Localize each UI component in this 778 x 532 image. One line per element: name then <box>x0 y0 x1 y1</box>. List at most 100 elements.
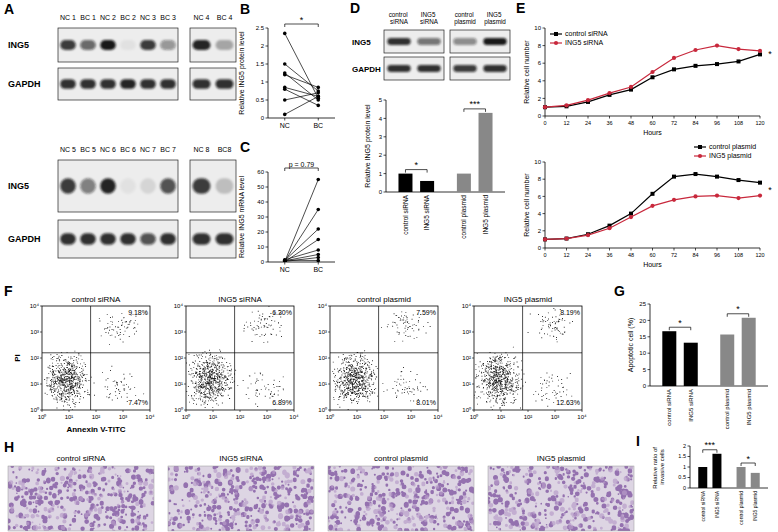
lane-label: NC 7 <box>140 146 156 153</box>
x-tick <box>545 116 546 119</box>
point <box>316 95 320 99</box>
y-tick-label: 0.5 <box>256 97 265 103</box>
bar <box>751 473 760 488</box>
panel-letter: B <box>240 1 250 17</box>
y-tick <box>384 100 387 101</box>
y-tick-label: 10² <box>318 355 327 361</box>
panel-letter: D <box>350 0 360 16</box>
y-tick-label: 10¹ <box>462 381 471 387</box>
blot-frame <box>450 30 510 53</box>
x-tick-label: 96 <box>714 252 720 258</box>
plot-frame <box>330 306 438 410</box>
image-title: ING5 plasmid <box>537 454 585 463</box>
y-tick-label: 25 <box>639 301 646 307</box>
y-tick-label: 8 <box>538 43 542 49</box>
significance-label: * <box>768 49 772 59</box>
text-line: ING5 <box>487 11 503 18</box>
band <box>193 178 211 194</box>
marker <box>694 172 698 176</box>
image-frame <box>488 466 634 531</box>
x-tick-label: 24 <box>585 120 591 126</box>
pair-line <box>285 64 319 91</box>
image-area <box>488 466 634 531</box>
band <box>100 40 116 50</box>
quadrant-percent: 6.89% <box>272 399 292 406</box>
blot-frame <box>58 28 178 62</box>
text-line: plasmid <box>484 18 506 26</box>
image-frame <box>328 466 474 531</box>
blot-frame <box>190 28 236 62</box>
y-tick <box>648 386 651 387</box>
y-tick-label: 10 <box>534 159 541 165</box>
band <box>387 65 410 72</box>
blot-frame <box>190 68 236 100</box>
x-tick-label: 108 <box>734 120 743 126</box>
y-tick-label: 10⁰ <box>30 406 39 413</box>
significance-label: p = 0.79 <box>289 161 315 169</box>
x-tick-label: 10³ <box>551 414 560 420</box>
plot-frame <box>474 306 582 410</box>
x-tick <box>582 410 583 412</box>
y-tick-label: 50 <box>257 184 264 190</box>
x-tick-label: BC <box>313 266 323 273</box>
x-tick-label: BC <box>313 122 323 129</box>
image-area <box>328 466 474 531</box>
marker <box>758 52 762 56</box>
y-tick-label: 10³ <box>174 329 183 335</box>
band <box>453 65 476 72</box>
y-tick <box>266 202 269 203</box>
event-dots <box>474 308 573 410</box>
text-line: plasmid <box>454 18 476 26</box>
y-tick <box>266 217 269 218</box>
y-tick <box>328 306 330 307</box>
marker <box>736 47 740 51</box>
x-tick <box>566 248 567 251</box>
band <box>387 38 410 45</box>
point <box>316 238 320 242</box>
marker <box>651 192 655 196</box>
pair-line <box>285 73 319 100</box>
blot-frame <box>190 160 236 212</box>
panel-letter: C <box>240 139 250 155</box>
blot-frame <box>58 160 178 212</box>
pair-line <box>285 260 319 261</box>
y-tick <box>543 230 546 231</box>
bar <box>398 174 412 192</box>
pair-line <box>285 33 319 98</box>
x-tick <box>545 248 546 251</box>
y-tick-label: 10³ <box>462 329 471 335</box>
marker <box>758 181 762 185</box>
legend-marker <box>698 154 702 158</box>
lane-label: NC 6 <box>100 146 116 153</box>
marker <box>715 62 719 66</box>
panel-letter: E <box>516 0 525 16</box>
point <box>316 259 320 262</box>
y-tick-label: 0 <box>538 113 542 119</box>
x-tick <box>717 248 718 251</box>
stained-cells <box>488 466 634 531</box>
x-tick-label: 10⁴ <box>577 414 587 420</box>
y-tick <box>384 155 387 156</box>
bar <box>457 174 471 192</box>
y-tick <box>543 116 546 117</box>
point <box>283 259 287 262</box>
band <box>120 79 136 89</box>
marker <box>758 49 762 53</box>
y-tick-label: 1.5 <box>256 61 265 67</box>
bar <box>479 113 493 192</box>
y-tick <box>184 384 186 385</box>
text-line: invasive cells <box>659 449 665 484</box>
y-tick <box>384 173 387 174</box>
y-tick-label: 40 <box>257 199 264 205</box>
band <box>160 40 176 50</box>
y-tick <box>328 332 330 333</box>
x-tick-label: ING5 siRNA <box>688 389 694 422</box>
x-tick <box>438 410 439 412</box>
significance-label: * <box>768 185 772 195</box>
x-tick-label: 10² <box>524 414 533 420</box>
pair-line <box>285 240 319 262</box>
x-tick <box>213 410 214 412</box>
y-tick-label: 20 <box>257 229 264 235</box>
blot-frame <box>58 68 178 100</box>
plot-title: ING5 plasmid <box>504 295 552 304</box>
